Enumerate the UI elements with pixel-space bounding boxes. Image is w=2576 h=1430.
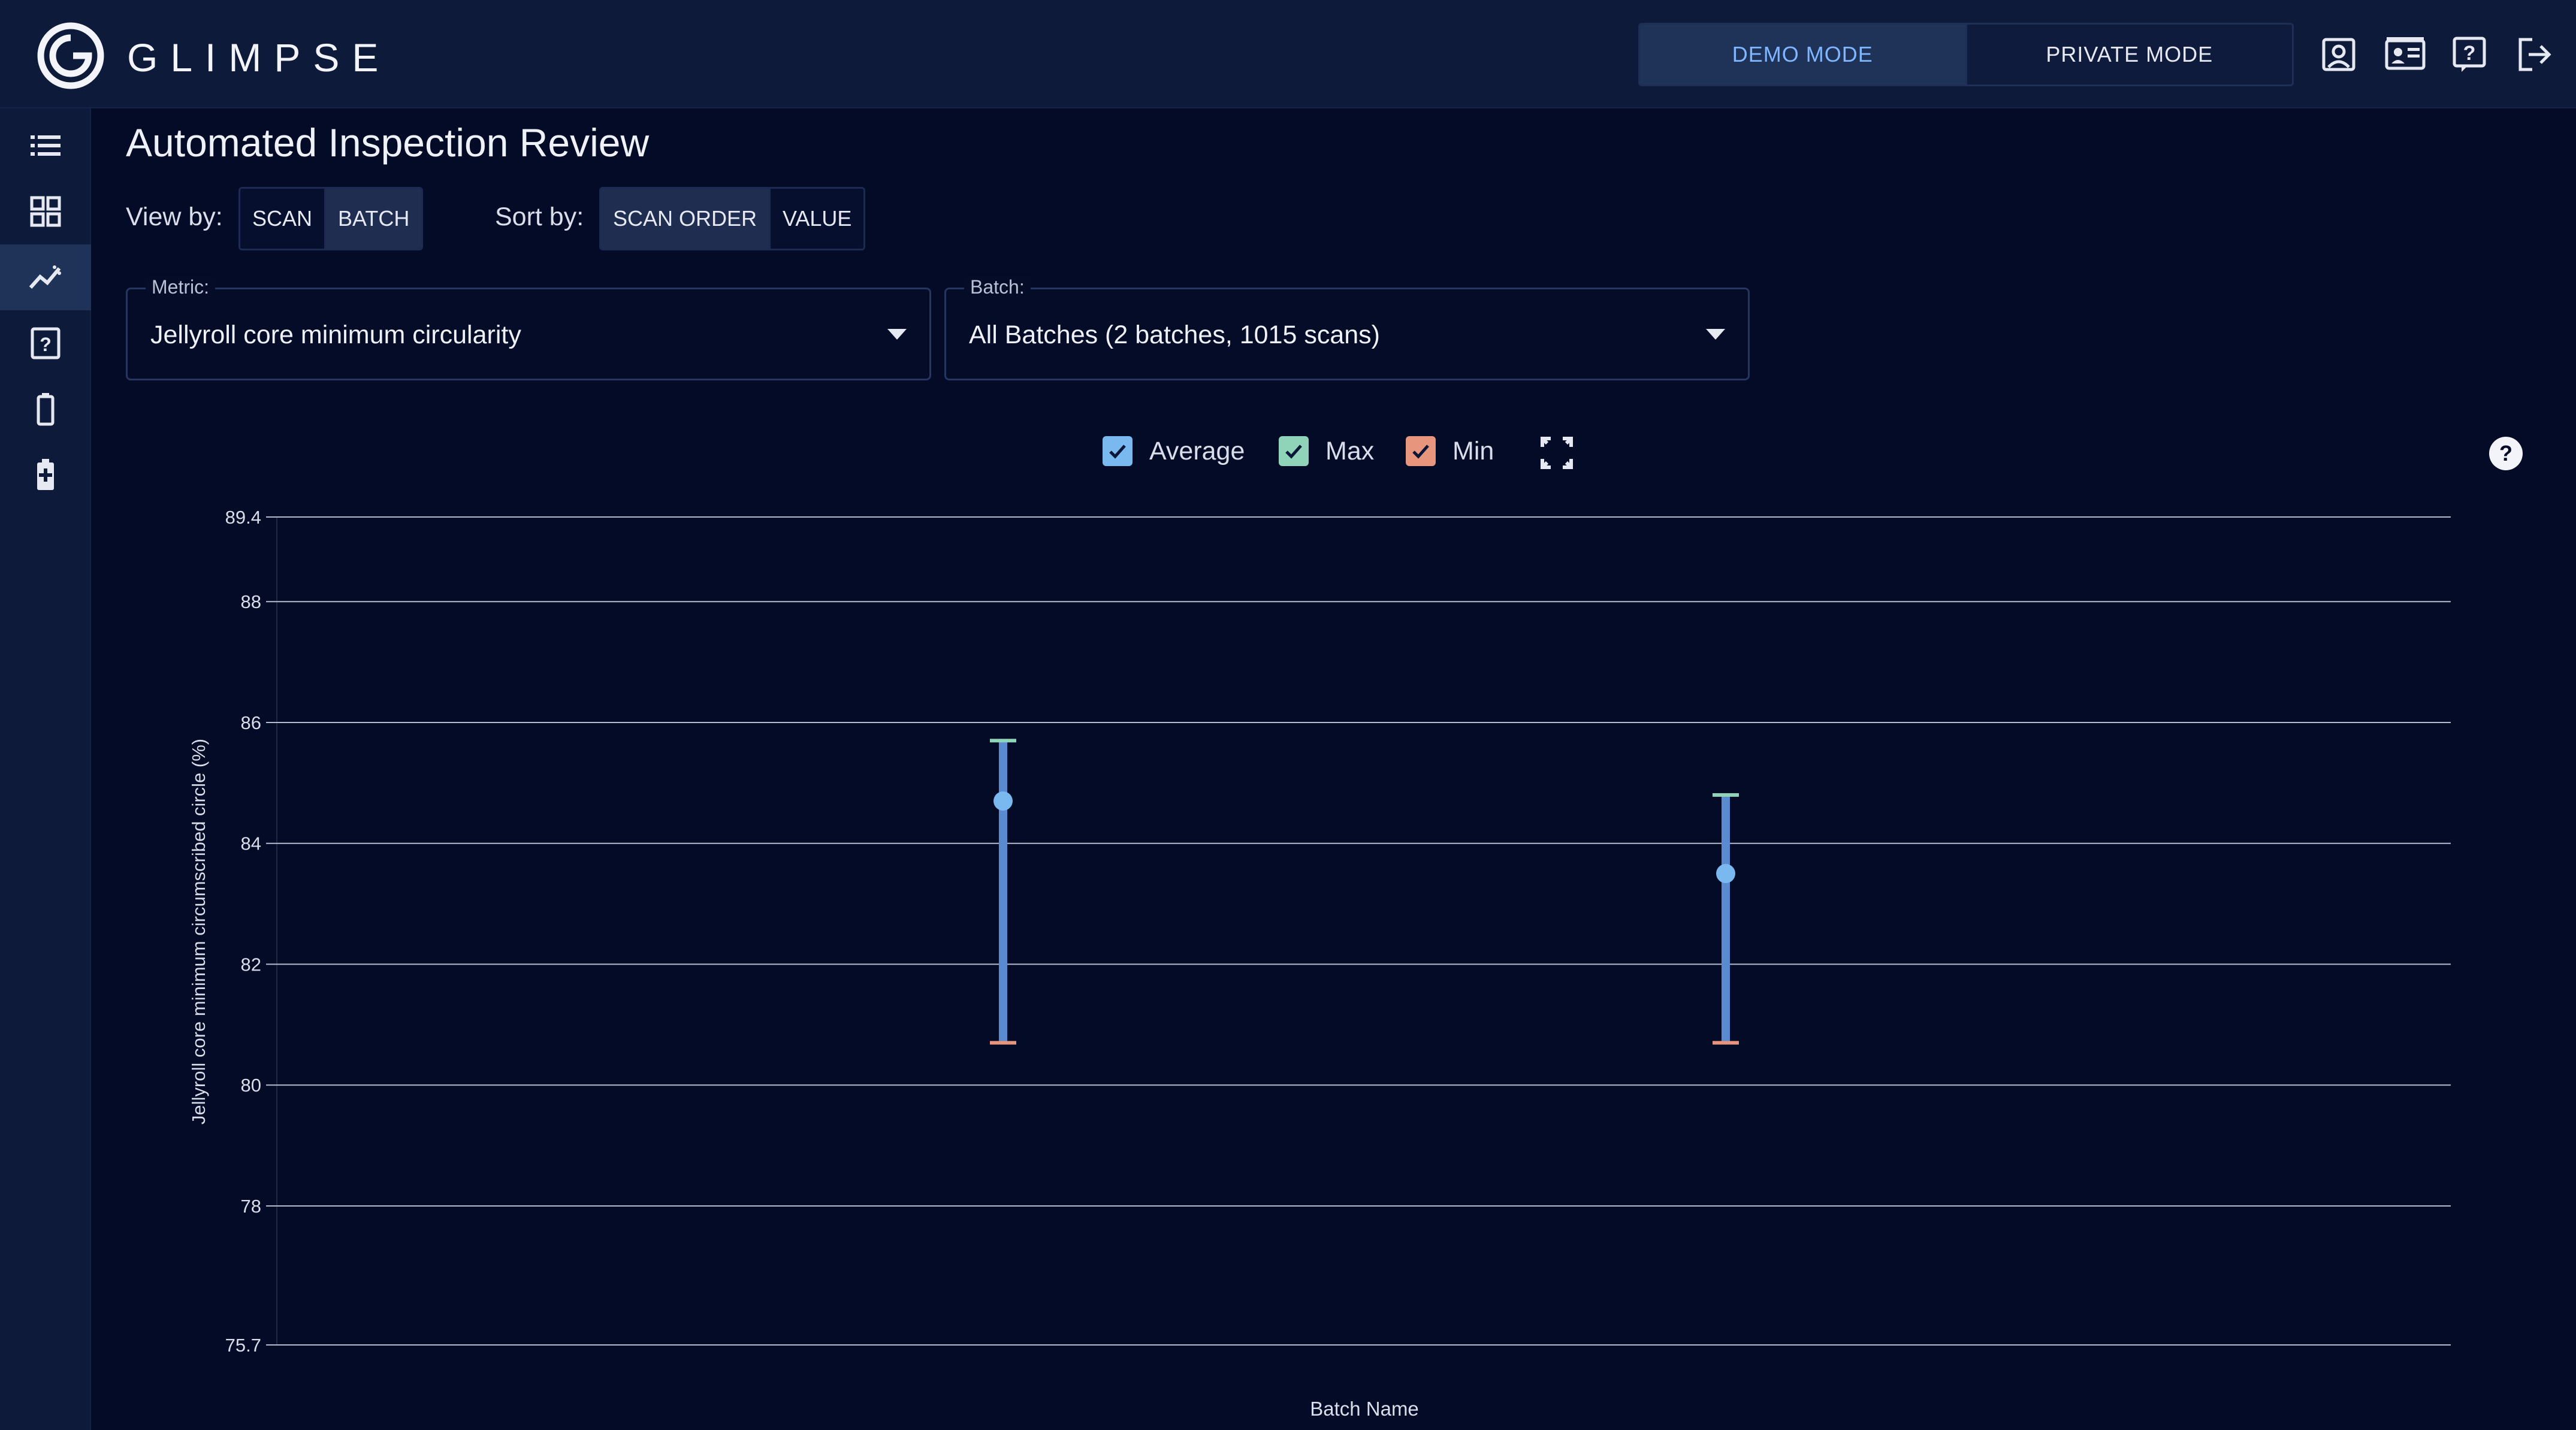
y-tick-label: 88 [241,591,261,612]
trend-chart-icon [29,265,61,289]
legend-average-toggle[interactable]: Average [1103,436,1245,466]
sidebar-item-battery-charge[interactable] [0,442,91,508]
y-tick-label: 86 [241,712,261,733]
legend-min-toggle[interactable]: Min [1406,436,1494,466]
fullscreen-icon[interactable] [1540,436,1574,470]
user-icon[interactable] [2319,35,2358,74]
y-tick-label: 84 [241,833,261,854]
y-axis-label: Jellyroll core minimum circumscribed cir… [188,739,209,1124]
sidebar-item-grid[interactable] [0,179,91,244]
average-point[interactable] [993,791,1013,811]
battery-charge-icon [37,459,54,490]
view-by-label: View by: [126,202,223,231]
batch-select[interactable]: Batch: All Batches (2 batches, 1015 scan… [944,276,1750,380]
mode-toggle: DEMO MODE PRIVATE MODE [1638,23,2294,86]
y-tick-label: 82 [241,954,261,975]
svg-text:?: ? [40,334,52,355]
batch-select-value: All Batches (2 batches, 1015 scans) [969,321,1380,349]
sidebar-item-battery[interactable] [0,376,91,442]
checkbox-checked-icon [1279,436,1309,466]
question-box-icon: ? [31,327,61,359]
y-tick-label: 89.4 [225,507,261,528]
legend-max-toggle[interactable]: Max [1279,436,1374,466]
legend-average-label: Average [1149,436,1245,465]
y-tick-label: 75.7 [225,1335,261,1356]
y-axis-ticks: 89.4 88 86 84 82 80 78 75.7 [225,507,277,1356]
chevron-down-icon [887,329,907,340]
sidebar-item-help[interactable]: ? [0,310,91,376]
id-card-icon[interactable] [2384,35,2427,74]
sort-by-label: Sort by: [495,202,584,231]
view-by-batch-button[interactable]: BATCH [324,189,422,249]
brand-name: GLIMPSE [127,35,391,80]
chevron-down-icon [1706,329,1725,340]
chart-gridlines [276,516,2451,1346]
chart-series [990,739,1739,1045]
private-mode-button[interactable]: PRIVATE MODE [2046,42,2213,66]
sidebar-item-list[interactable] [0,113,91,179]
checkbox-checked-icon [1103,436,1133,466]
logout-icon[interactable] [2514,35,2554,74]
chart-help-icon[interactable]: ? [2488,436,2524,471]
sort-by-scan-order-button[interactable]: SCAN ORDER [601,189,769,249]
help-icon[interactable]: ? [2450,35,2489,74]
demo-mode-button[interactable]: DEMO MODE [1640,25,1967,84]
x-axis-label: Batch Name [1310,1398,1419,1420]
battery-icon [37,393,55,426]
list-icon [31,135,61,156]
metric-select-label: Metric: [146,276,215,298]
glimpse-logo-icon [37,22,104,89]
svg-text:?: ? [2463,42,2476,65]
view-by-scan-button[interactable]: SCAN [240,189,325,249]
sort-by-value-button[interactable]: VALUE [769,189,864,249]
y-tick-label: 78 [241,1196,261,1217]
sort-by-toggle: SCAN ORDER VALUE [599,187,866,250]
view-by-toggle: SCAN BATCH [238,187,424,250]
svg-text:?: ? [2499,441,2512,465]
grid-icon [30,196,61,227]
average-point[interactable] [1716,864,1735,884]
sidebar: ? [0,108,91,1430]
metric-select[interactable]: Metric: Jellyroll core minimum circulari… [126,276,931,380]
sidebar-item-trends[interactable] [0,244,91,310]
y-tick-label: 80 [241,1075,261,1096]
legend-max-label: Max [1325,436,1375,465]
legend-min-label: Min [1452,436,1494,465]
metric-select-value: Jellyroll core minimum circularity [150,321,521,349]
checkbox-checked-icon [1406,436,1436,466]
app-header: GLIMPSE DEMO MODE PRIVATE MODE ? [0,0,2576,108]
page-title: Automated Inspection Review [126,120,650,165]
batch-select-label: Batch: [964,276,1031,298]
